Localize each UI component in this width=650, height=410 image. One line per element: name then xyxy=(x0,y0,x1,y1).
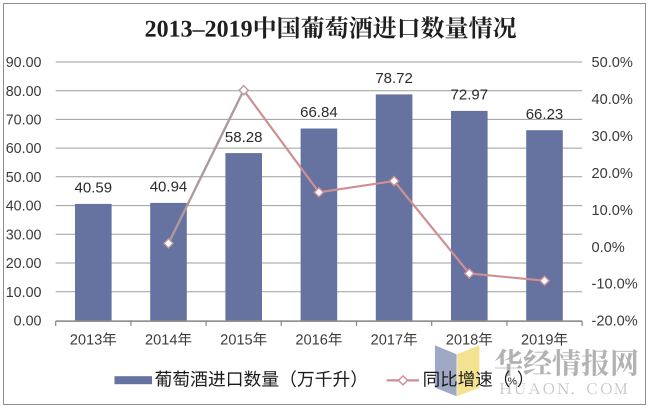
svg-text:70.00: 70.00 xyxy=(6,113,42,129)
svg-text:58.28: 58.28 xyxy=(225,129,263,146)
svg-text:40.94: 40.94 xyxy=(150,179,188,196)
svg-text:72.97: 72.97 xyxy=(451,87,489,104)
svg-text:10.00: 10.00 xyxy=(6,285,42,301)
svg-text:0.0%: 0.0% xyxy=(592,240,625,256)
svg-text:%: % xyxy=(508,376,517,388)
svg-text:-10.0%: -10.0% xyxy=(592,277,638,293)
svg-text:50.0%: 50.0% xyxy=(592,55,633,71)
svg-text:90.00: 90.00 xyxy=(6,55,42,71)
svg-text:30.00: 30.00 xyxy=(6,227,42,243)
svg-text:40.0%: 40.0% xyxy=(592,92,633,108)
svg-text:40.00: 40.00 xyxy=(6,199,42,215)
svg-text:66.84: 66.84 xyxy=(300,104,338,121)
svg-text:80.00: 80.00 xyxy=(6,84,42,100)
svg-text:40.59: 40.59 xyxy=(75,180,113,197)
svg-text:20.0%: 20.0% xyxy=(592,166,633,182)
svg-text:-20.0%: -20.0% xyxy=(592,314,638,330)
svg-text:30.0%: 30.0% xyxy=(592,129,633,145)
svg-text:20.00: 20.00 xyxy=(6,256,42,272)
svg-text:78.72: 78.72 xyxy=(375,70,413,87)
svg-text:60.00: 60.00 xyxy=(6,141,42,157)
svg-text:0.00: 0.00 xyxy=(14,314,42,330)
svg-text:50.00: 50.00 xyxy=(6,170,42,186)
svg-text:66.23: 66.23 xyxy=(526,106,564,123)
svg-text:10.0%: 10.0% xyxy=(592,203,633,219)
